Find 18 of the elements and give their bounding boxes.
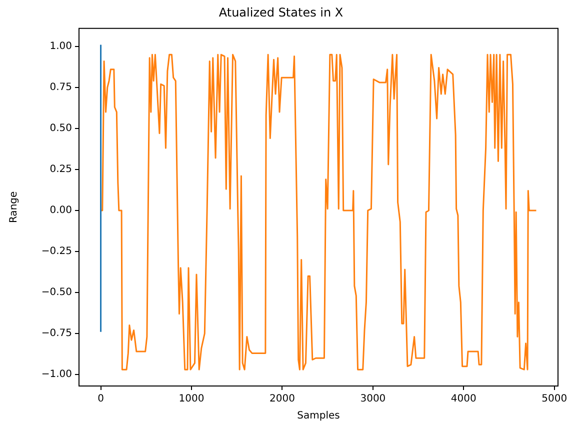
x-tick-label: 1000 (178, 394, 204, 405)
y-tick-label: −0.75 (41, 328, 72, 340)
y-tick-label: 0.00 (50, 205, 72, 216)
x-axis-title: Samples (297, 410, 340, 422)
y-tick-label: −1.00 (41, 369, 72, 380)
y-tick-label: −0.50 (41, 287, 72, 298)
x-tick-label: 3000 (360, 394, 386, 405)
y-tick-label: 1.00 (50, 41, 72, 52)
x-tick-label: 0 (98, 394, 104, 405)
x-tick-label: 5000 (542, 394, 568, 405)
y-tick-label: 0.25 (50, 164, 72, 176)
y-tick-label: −0.25 (41, 246, 72, 258)
chart-title: Atualized States in X (218, 5, 344, 20)
y-tick-label: 0.50 (50, 123, 72, 134)
x-tick-label: 4000 (450, 394, 476, 405)
x-tick-label: 2000 (269, 394, 295, 405)
y-axis-title: Range (8, 191, 20, 224)
y-tick-label: 0.75 (50, 82, 72, 94)
